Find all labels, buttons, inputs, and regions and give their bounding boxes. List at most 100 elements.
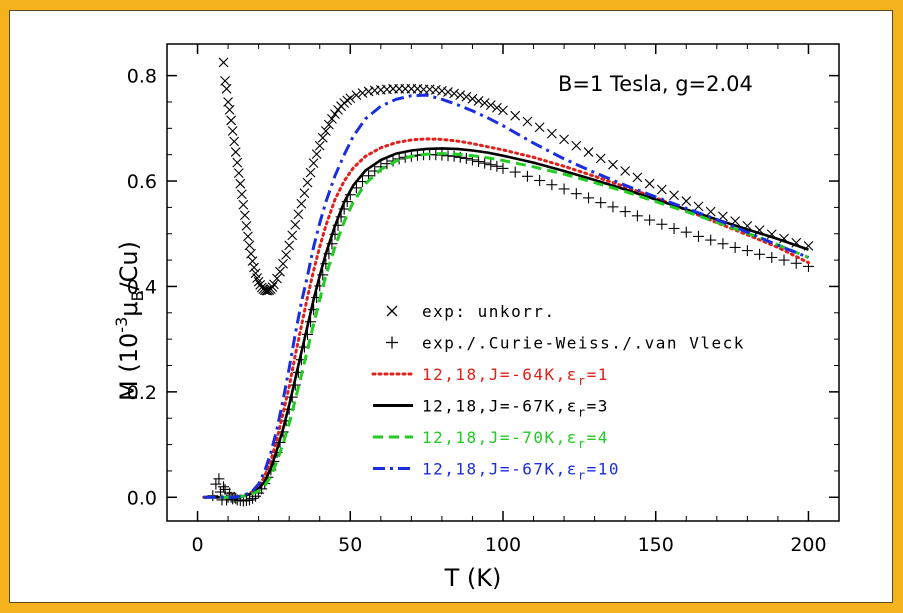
legend-label-tail: =1 [587, 365, 609, 384]
series-3 [203, 147, 809, 499]
data-point-x [233, 168, 244, 179]
data-point-x [461, 91, 472, 102]
y-tick-label: 0.4 [127, 276, 157, 298]
y-axis-label-mu: μ [115, 301, 143, 316]
data-point-x [240, 210, 250, 221]
data-point-x [327, 113, 337, 124]
legend-entry: 12,18,J=-64K,εr=1 [371, 365, 609, 388]
data-point-plus [607, 201, 619, 213]
data-point-x [498, 105, 508, 116]
x-tick-label: 200 [790, 534, 826, 556]
data-point-x [595, 153, 606, 164]
x-axis-label: T (K) [444, 564, 502, 592]
data-point-plus [218, 481, 230, 493]
legend-label: 12,18,J=-64K,εr=1 [422, 365, 609, 388]
data-point-x [284, 240, 295, 251]
series-2 [202, 137, 810, 499]
data-point-x [342, 95, 353, 106]
data-point-x [299, 188, 310, 199]
legend-entry: 12,18,J=-67K,εr=3 [373, 397, 609, 420]
y-tick-label: 0.8 [127, 66, 157, 88]
data-point-x [485, 100, 496, 111]
legend-label-sub: r [578, 406, 587, 420]
data-point-plus [509, 166, 521, 178]
legend-label-sub: r [578, 469, 587, 483]
data-point-x [226, 115, 237, 126]
legend-entry: 12,18,J=-67K,εr=10 [373, 460, 620, 483]
legend-label-main: 12,18,J=-67K,ε [422, 397, 578, 416]
legend-symbol [386, 305, 398, 317]
data-point-plus [485, 159, 497, 171]
series-4 [203, 152, 810, 499]
legend-label: 12,18,J=-70K,εr=4 [422, 428, 609, 451]
legend-label-main: 12,18,J=-64K,ε [422, 365, 578, 384]
data-point-plus [619, 206, 631, 218]
data-point-plus [534, 175, 546, 187]
data-point-x [230, 147, 241, 157]
data-point-x [244, 240, 255, 251]
data-point-x [330, 109, 340, 119]
data-point-x [232, 157, 243, 168]
plot-border [166, 43, 840, 522]
x-tick-label: 150 [638, 534, 674, 556]
legend-label-main: 12,18,J=-70K,ε [422, 428, 578, 447]
data-point-x [293, 209, 304, 220]
data-point-x [243, 231, 253, 242]
data-point-plus [631, 210, 643, 222]
data-point-x [479, 98, 490, 108]
data-point-x [681, 196, 692, 206]
data-point-x [223, 97, 233, 107]
data-point-x [363, 86, 374, 97]
data-point-x [247, 256, 258, 267]
data-point-x [302, 177, 313, 188]
data-point-x [249, 262, 259, 273]
data-point-x [705, 206, 716, 217]
data-point-x [238, 199, 249, 210]
data-point-x [644, 178, 655, 189]
data-point-plus [656, 218, 668, 230]
data-point-plus [243, 494, 255, 506]
data-point-x [290, 219, 301, 230]
legend-label-main: 12,18,J=-67K,ε [422, 460, 578, 479]
data-point-x [510, 110, 521, 121]
data-point-x [241, 220, 252, 231]
y-tick-label: 0.2 [127, 382, 157, 404]
data-point-x [467, 93, 478, 104]
data-point-plus [754, 248, 766, 260]
data-point-plus [766, 251, 778, 263]
data-point-plus [521, 170, 533, 182]
data-point-x [314, 140, 325, 151]
data-point-plus [448, 150, 460, 162]
x-tick-label: 50 [338, 534, 362, 556]
data-point-plus [210, 478, 222, 490]
data-point-plus [214, 486, 226, 498]
y-tick-label: 0.0 [127, 487, 157, 509]
data-point-plus [692, 230, 704, 242]
legend-label-tail: =4 [587, 428, 609, 447]
series-line [203, 147, 809, 499]
y-axis-label-unit: /Cu) [115, 241, 143, 290]
data-point-x [296, 198, 307, 209]
data-point-plus [595, 197, 607, 209]
legend: exp: unkorr. exp./.Curie-Weiss./.van Vlec… [371, 302, 743, 483]
y-axis-label-sub: B [128, 290, 147, 301]
data-point-plus [668, 222, 680, 234]
data-point-x [473, 96, 484, 106]
legend-label: 12,18,J=-67K,εr=3 [422, 397, 609, 420]
data-point-x [492, 102, 502, 113]
x-tick-label: 100 [485, 534, 521, 556]
y-axis-label-main: M (10 [115, 333, 143, 401]
data-point-plus [570, 188, 582, 200]
legend-label-sub: r [578, 437, 587, 451]
data-point-plus [778, 254, 790, 266]
data-point-plus [741, 245, 753, 257]
legend-entry: 12,18,J=-70K,εr=4 [373, 428, 609, 451]
legend-label-tail: =3 [587, 397, 609, 416]
data-point-plus [546, 179, 558, 191]
data-point-x [267, 282, 278, 292]
chart-annotation: B=1 Tesla, g=2.04 [558, 72, 753, 96]
data-point-x [583, 147, 594, 157]
data-point-plus [473, 156, 485, 168]
legend-label: 12,18,J=-67K,εr=10 [422, 460, 620, 483]
y-axis-label-exp: -3 [112, 317, 131, 333]
